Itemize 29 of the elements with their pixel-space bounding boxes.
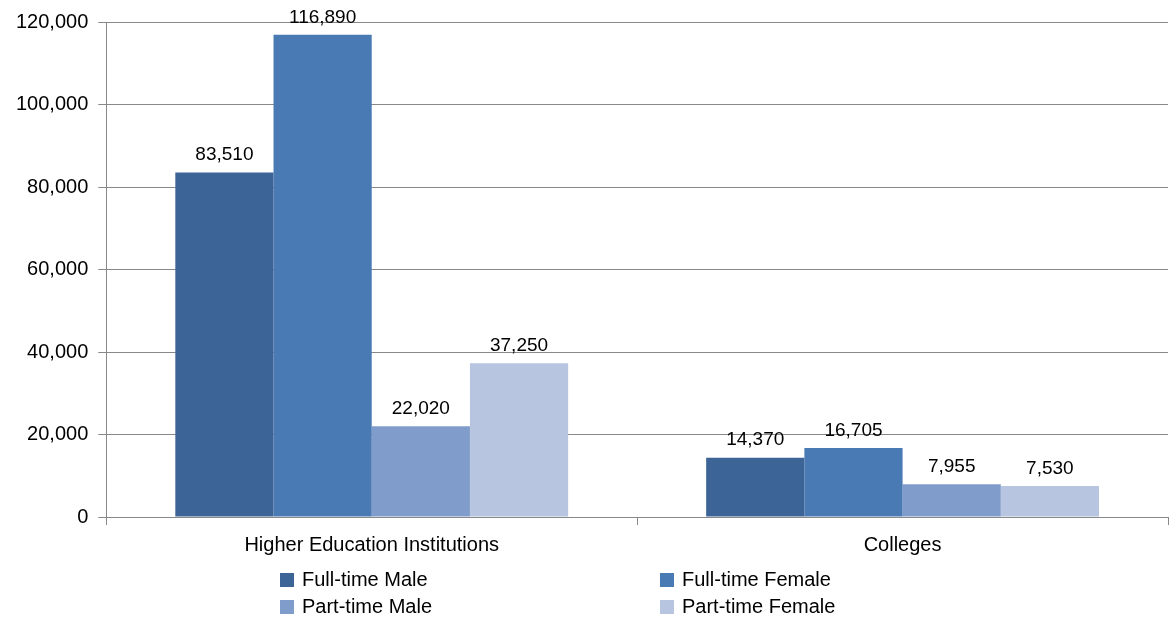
legend-label: Part-time Female	[682, 595, 836, 618]
y-tick-label: 120,000	[16, 9, 89, 32]
data-label: 83,510	[195, 143, 254, 165]
bar	[469, 363, 569, 517]
data-label: 116,890	[288, 5, 357, 27]
data-label: 16,705	[824, 418, 883, 440]
x-tick-label: Higher Education Institutions	[244, 532, 500, 555]
y-tick-label: 40,000	[27, 339, 89, 362]
legend-label: Part-time Male	[302, 595, 433, 618]
legend-label: Full-time Female	[682, 568, 831, 591]
data-label: 7,530	[1026, 456, 1074, 478]
data-label: 22,020	[391, 396, 450, 418]
bar	[1000, 485, 1099, 517]
x-tick-label: Colleges	[863, 532, 942, 555]
bar	[804, 448, 903, 517]
y-tick-label: 100,000	[16, 92, 89, 115]
bar	[902, 484, 1001, 517]
data-label: 37,250	[489, 334, 549, 356]
y-tick-label: 80,000	[27, 174, 89, 197]
bar	[273, 34, 372, 517]
data-label: 14,370	[726, 428, 785, 450]
y-tick-label: 20,000	[27, 422, 89, 445]
y-tick-label: 60,000	[27, 257, 89, 280]
bar	[371, 426, 470, 517]
bar	[175, 172, 274, 517]
y-tick-label: 0	[77, 504, 89, 527]
bar	[706, 457, 805, 517]
legend-label: Full-time Male	[302, 568, 428, 591]
data-label: 7,955	[927, 454, 976, 476]
